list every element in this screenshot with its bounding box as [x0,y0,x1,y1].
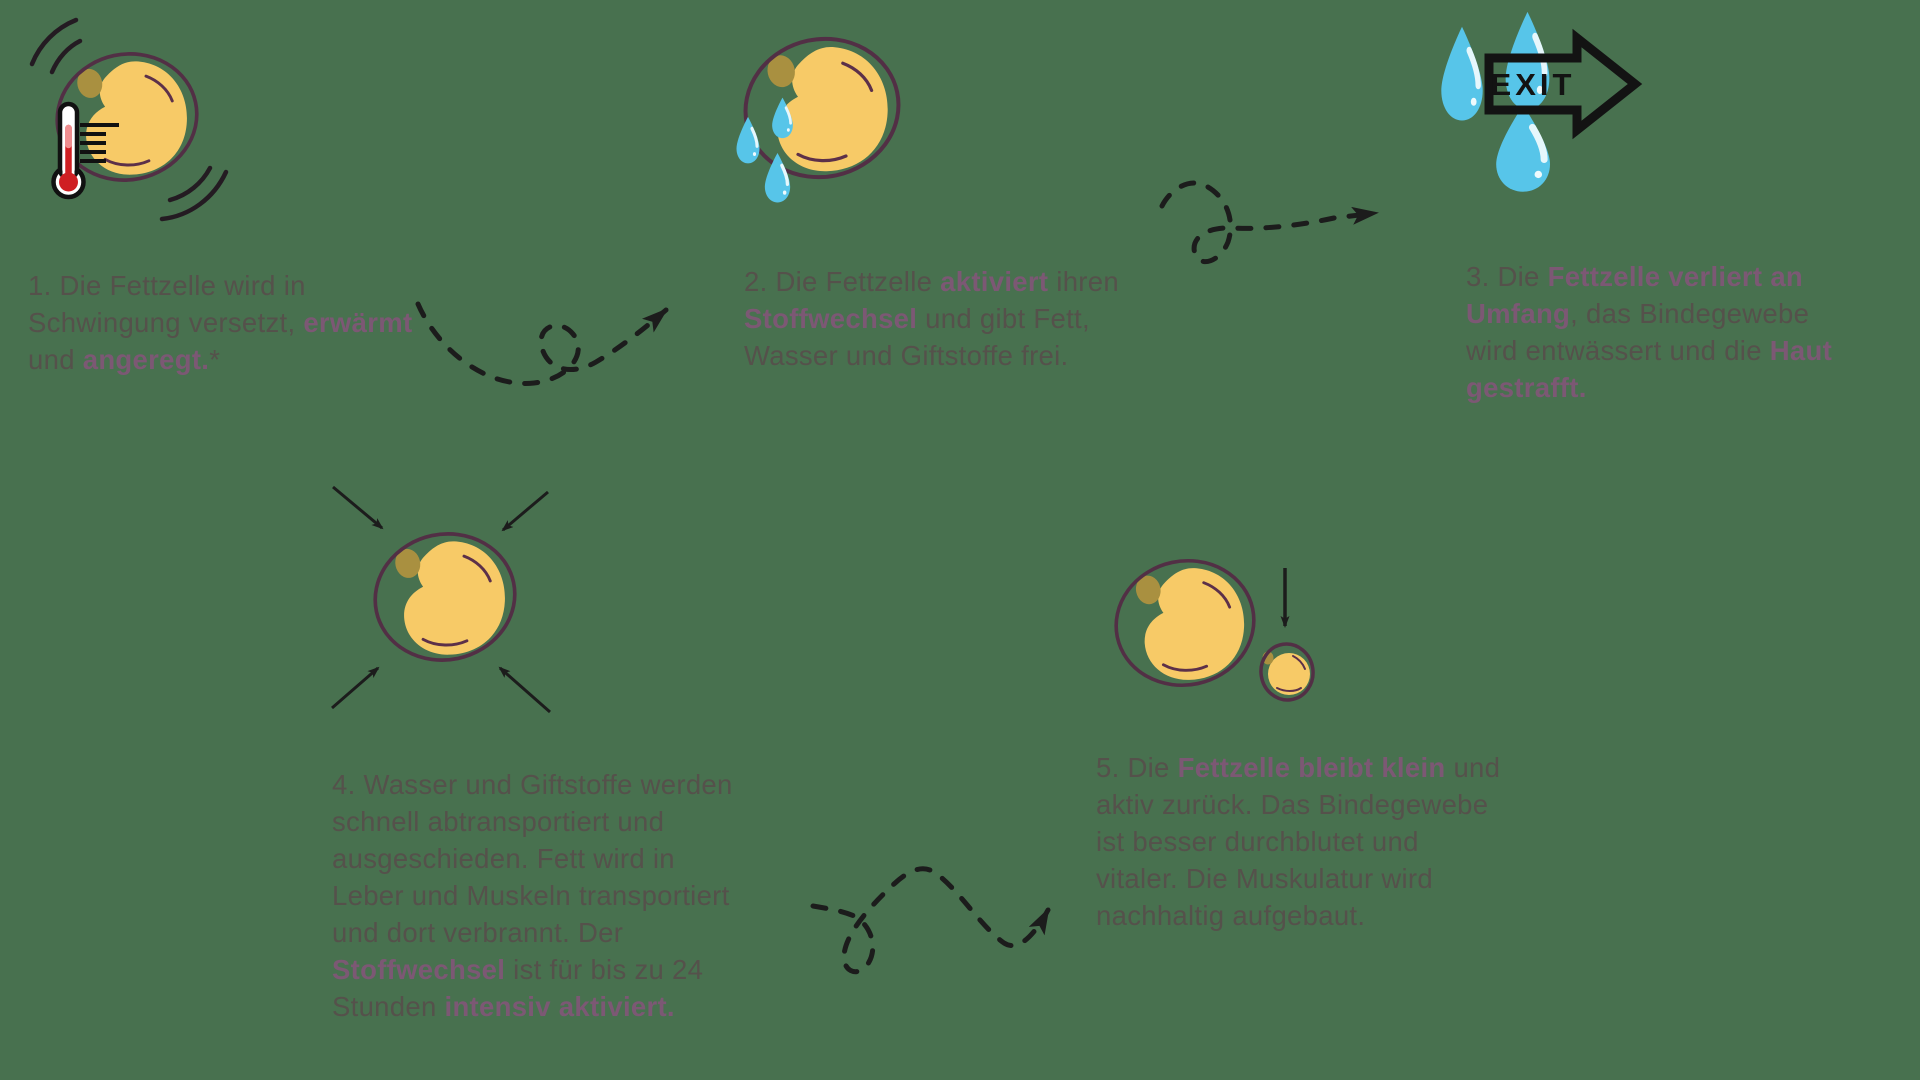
dashed-arrow-2-3 [1159,180,1379,265]
text-segment: 5. Die [1096,752,1178,783]
fat-cell [733,25,912,192]
text-highlight: Fettzelle bleibt klein [1177,752,1446,783]
text-segment: ist für bis zu 24 Stunden [332,954,704,1022]
step-2-text: 2. Die Fettzelle aktiviert ihren Stoffwe… [744,226,1234,374]
fat-cell-releasing-drops-icon [695,8,965,205]
step-3-text: 3. Die Fettzelle verliert an Umfang, das… [1466,221,1920,406]
step-4-text: 4. Wasser und Giftstoffe werden schnell … [332,729,822,1025]
text-segment: und aktiv zurück. Das Bindegewebe ist be… [1096,752,1501,931]
fat-cell-compressing-arrows-icon [331,485,551,714]
text-segment: * [209,344,221,375]
vibrating-fat-cell-thermometer-icon [29,17,229,222]
exit-label: EXIT [1491,67,1576,102]
text-segment: und gibt Fett, Wasser und Giftstoffe fre… [744,303,1090,371]
exit-arrow-outline [1484,28,1643,140]
step-5-text: 5. Die Fettzelle bleibt klein und aktiv … [1096,712,1586,934]
text-highlight: aktiviert [940,266,1049,297]
thermometer-icon [51,101,119,200]
step-1-text: 1. Die Fettzelle wird in Schwingung vers… [28,230,518,378]
fat-cell [361,519,529,675]
text-highlight: erwärmt [303,307,413,338]
water-drops-exit-arrow-icon: EXIT [1432,2,1643,212]
text-segment: ihren [1056,266,1119,297]
text-segment: und [28,344,75,375]
text-highlight: Stoffwechsel [744,303,918,334]
dashed-arrow-1-2 [415,301,669,386]
vibration-arcs [29,17,229,222]
text-segment: 1. Die Fettzelle wird in Schwingung vers… [28,270,306,338]
large-and-small-fat-cell-icon [1102,546,1315,702]
text-highlight: Stoffwechsel [332,954,506,985]
text-highlight: intensiv aktiviert. [444,991,675,1022]
text-highlight: angeregt. [82,344,210,375]
text-segment: 3. Die [1466,261,1548,292]
small-fat-cell [1259,642,1315,702]
text-segment: 4. Wasser und Giftstoffe werden schnell … [332,769,733,948]
inward-arrows [331,485,551,714]
text-segment: , das Bindegewebe wird entwässert und di… [1466,298,1810,366]
large-fat-cell [1102,546,1268,700]
text-highlight: Haut gestrafft. [1466,335,1833,403]
text-highlight: Fettzelle verliert an Umfang [1466,261,1804,329]
text-segment: 2. Die Fettzelle [744,266,941,297]
dashed-arrow-4-5 [810,866,1051,974]
